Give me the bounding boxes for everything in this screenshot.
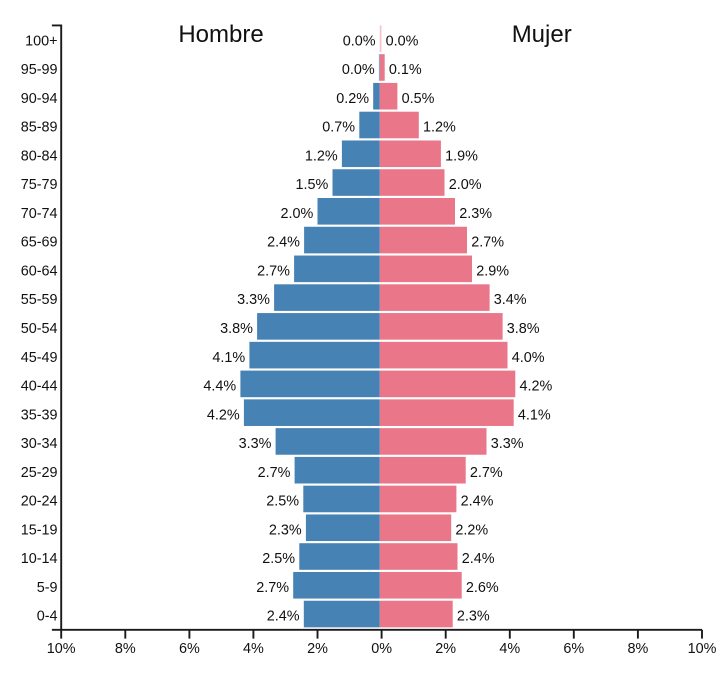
svg-text:2.7%: 2.7% [257, 263, 290, 279]
svg-text:80-84: 80-84 [21, 148, 58, 164]
svg-text:10-14: 10-14 [21, 551, 58, 567]
svg-text:20-24: 20-24 [21, 494, 58, 510]
svg-text:2.9%: 2.9% [476, 263, 509, 279]
svg-text:85-89: 85-89 [21, 120, 58, 136]
svg-text:4%: 4% [243, 641, 264, 657]
svg-text:2.7%: 2.7% [471, 235, 504, 251]
svg-text:3.3%: 3.3% [239, 436, 272, 452]
svg-text:2.0%: 2.0% [280, 206, 313, 222]
svg-text:3.8%: 3.8% [220, 321, 253, 337]
svg-text:2.4%: 2.4% [267, 609, 300, 625]
svg-text:8%: 8% [115, 641, 136, 657]
svg-text:10%: 10% [688, 641, 717, 657]
svg-text:2.7%: 2.7% [256, 580, 289, 596]
svg-text:3.3%: 3.3% [237, 292, 270, 308]
svg-text:25-29: 25-29 [21, 465, 58, 481]
svg-text:50-54: 50-54 [21, 321, 58, 337]
svg-text:60-64: 60-64 [21, 263, 58, 279]
svg-text:95-99: 95-99 [21, 62, 58, 78]
svg-text:4.2%: 4.2% [520, 379, 553, 395]
svg-text:2.7%: 2.7% [470, 465, 503, 481]
svg-text:6%: 6% [563, 641, 584, 657]
svg-text:2.4%: 2.4% [462, 551, 495, 567]
svg-text:0.0%: 0.0% [342, 62, 375, 78]
svg-text:2.3%: 2.3% [269, 522, 302, 538]
svg-text:0.1%: 0.1% [389, 62, 422, 78]
svg-text:5-9: 5-9 [37, 580, 58, 596]
svg-text:100+: 100+ [25, 33, 57, 49]
svg-text:2.4%: 2.4% [267, 235, 300, 251]
svg-text:Mujer: Mujer [512, 21, 572, 48]
svg-text:1.9%: 1.9% [445, 148, 478, 164]
svg-text:2.2%: 2.2% [455, 522, 488, 538]
svg-text:2.0%: 2.0% [449, 177, 482, 193]
svg-text:70-74: 70-74 [21, 206, 58, 222]
svg-text:6%: 6% [179, 641, 200, 657]
svg-text:2.3%: 2.3% [457, 609, 490, 625]
svg-text:3.4%: 3.4% [494, 292, 527, 308]
svg-text:0.2%: 0.2% [336, 91, 369, 107]
svg-text:3.3%: 3.3% [491, 436, 524, 452]
svg-text:4.1%: 4.1% [518, 407, 551, 423]
svg-text:10%: 10% [47, 641, 76, 657]
svg-text:4.2%: 4.2% [207, 407, 240, 423]
svg-text:2%: 2% [307, 641, 328, 657]
svg-text:0.0%: 0.0% [343, 33, 376, 49]
svg-text:2.3%: 2.3% [459, 206, 492, 222]
svg-text:15-19: 15-19 [21, 522, 58, 538]
svg-text:75-79: 75-79 [21, 177, 58, 193]
svg-text:0%: 0% [371, 641, 392, 657]
svg-text:30-34: 30-34 [21, 436, 58, 452]
svg-text:35-39: 35-39 [21, 407, 58, 423]
svg-text:4.0%: 4.0% [512, 350, 545, 366]
svg-text:4.4%: 4.4% [203, 379, 236, 395]
svg-text:40-44: 40-44 [21, 379, 58, 395]
svg-text:4.1%: 4.1% [212, 350, 245, 366]
svg-text:4%: 4% [499, 641, 520, 657]
svg-text:2.6%: 2.6% [466, 580, 499, 596]
svg-text:1.2%: 1.2% [423, 120, 456, 136]
svg-text:0.7%: 0.7% [322, 120, 355, 136]
svg-text:3.8%: 3.8% [507, 321, 540, 337]
svg-text:1.5%: 1.5% [295, 177, 328, 193]
svg-text:65-69: 65-69 [21, 235, 58, 251]
svg-text:90-94: 90-94 [21, 91, 58, 107]
svg-text:1.2%: 1.2% [305, 148, 338, 164]
svg-text:8%: 8% [627, 641, 648, 657]
svg-text:2.5%: 2.5% [262, 551, 295, 567]
svg-text:45-49: 45-49 [21, 350, 58, 366]
svg-text:2.4%: 2.4% [461, 494, 494, 510]
svg-text:2%: 2% [435, 641, 456, 657]
svg-text:0-4: 0-4 [37, 609, 58, 625]
svg-text:Hombre: Hombre [178, 21, 263, 48]
svg-text:55-59: 55-59 [21, 292, 58, 308]
svg-text:0.5%: 0.5% [402, 91, 435, 107]
svg-text:2.7%: 2.7% [258, 465, 291, 481]
svg-text:0.0%: 0.0% [386, 33, 419, 49]
svg-text:2.5%: 2.5% [266, 494, 299, 510]
